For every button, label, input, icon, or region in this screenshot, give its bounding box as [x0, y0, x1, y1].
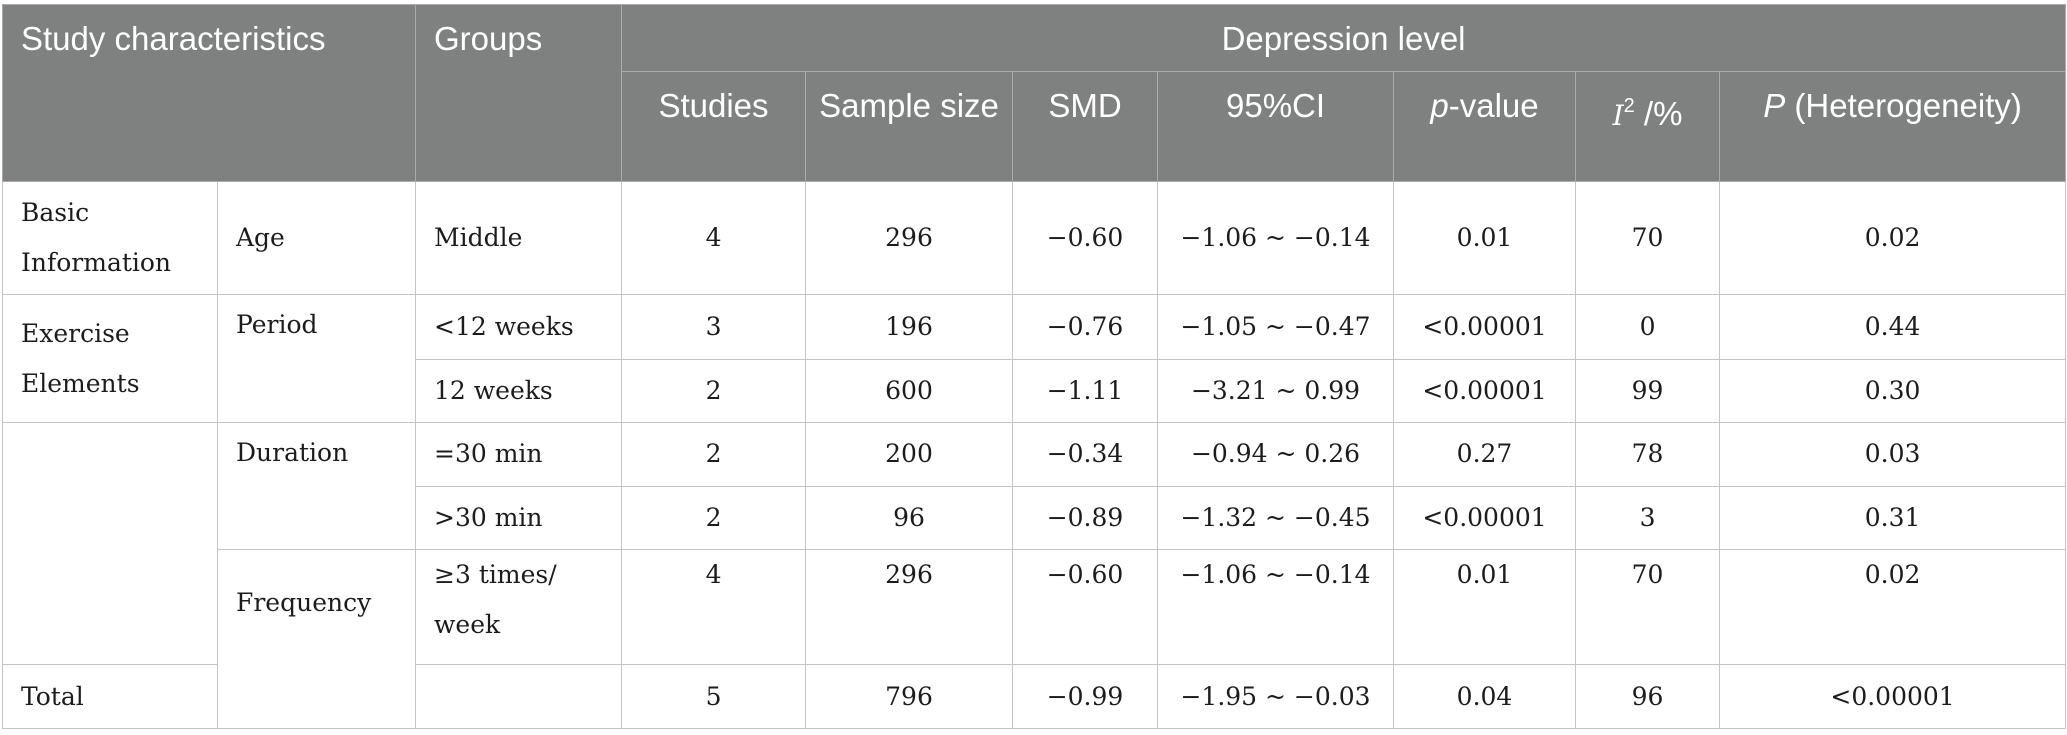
smd-cell: −0.76: [1012, 293, 1159, 360]
studies-cell: 2: [621, 358, 807, 424]
table-row: Exercise Elements Period <12 weeks 3 196…: [2, 293, 2067, 424]
studies-cell: 2: [621, 422, 807, 487]
table-row: Basic Information Age Middle 4 296 −0.60…: [2, 181, 2067, 295]
p-value-cell: 0.04: [1393, 664, 1577, 729]
sample-size-cell: 96: [805, 485, 1014, 551]
p-value-cell: <0.00001: [1393, 293, 1577, 360]
header-groups: Groups: [415, 4, 623, 182]
header-studies: Studies: [621, 71, 807, 182]
i2-cell: 78: [1575, 422, 1721, 487]
sample-size-cell: 600: [805, 358, 1014, 424]
table-header: Study characteristics Groups Depression …: [1, 4, 2067, 182]
sample-size-cell: 196: [805, 293, 1014, 360]
p-value-cell: 0.01: [1393, 181, 1577, 295]
subcategory-period: Period: [216, 293, 417, 424]
table-body: Basic Information Age Middle 4 296 −0.60…: [2, 181, 2067, 729]
smd-cell: −1.11: [1012, 358, 1159, 424]
p-value-cell: <0.00001: [1393, 358, 1577, 424]
header-p-heterogeneity: P (Heterogeneity): [1719, 71, 2067, 182]
smd-cell: −0.60: [1012, 181, 1159, 295]
table-row: 12 weeks 2 600 −1.11 −3.21 ~ 0.99 <0.000…: [3, 358, 2067, 424]
p-het-cell: 0.44: [1719, 293, 2067, 360]
table-row: >30 min 2 96 −0.89 −1.32 ~ −0.45 <0.0000…: [3, 485, 2067, 551]
i2-cell: 3: [1575, 485, 1721, 551]
studies-cell: 2: [621, 485, 807, 551]
table-row: Frequency ≥3 times/ week 4 296 −0.60 −1.…: [3, 549, 2067, 729]
sample-size-cell: 296: [805, 549, 1014, 666]
subcategory-frequency: Frequency: [216, 549, 417, 729]
header-i2: I2 /%: [1575, 71, 1721, 182]
smd-cell: −0.60: [1012, 549, 1159, 666]
studies-cell: 4: [621, 549, 807, 666]
p-het-cell: 0.31: [1719, 485, 2067, 551]
header-i2-rest: /%: [1634, 95, 1683, 132]
p-het-cell: 0.03: [1719, 422, 2067, 487]
group-cell: ≥3 times/ week: [415, 549, 623, 666]
header-p-value-italic: p: [1430, 87, 1449, 124]
table-row: Duration =30 min 2 200 −0.34 −0.94 ~ 0.2…: [2, 422, 2067, 666]
smd-cell: −0.89: [1012, 485, 1159, 551]
ci-cell: −1.05 ~ −0.47: [1157, 293, 1395, 360]
header-smd: SMD: [1012, 71, 1159, 182]
ci-cell: −1.32 ~ −0.45: [1157, 485, 1395, 551]
group-cell: <12 weeks: [415, 293, 623, 360]
header-i2-sup: 2: [1623, 95, 1635, 117]
category-empty: [2, 422, 218, 666]
i2-cell: 0: [1575, 293, 1721, 360]
results-table: Study characteristics Groups Depression …: [1, 4, 2067, 729]
group-cell: >30 min: [415, 485, 623, 551]
header-p-het-italic: P: [1763, 87, 1786, 124]
header-ci: 95%CI: [1157, 71, 1395, 182]
p-het-cell: 0.02: [1719, 549, 2067, 666]
ci-cell: −0.94 ~ 0.26: [1157, 422, 1395, 487]
ci-cell: −3.21 ~ 0.99: [1157, 358, 1395, 424]
group-cell: 12 weeks: [415, 358, 623, 424]
p-het-cell: 0.02: [1719, 181, 2067, 295]
subcategory-age: Age: [216, 181, 417, 295]
table-row: Total 5 796 −0.99 −1.95 ~ −0.03 0.04 96 …: [2, 664, 2067, 729]
group-cell: Middle: [415, 181, 623, 295]
p-het-cell: 0.30: [1719, 358, 2067, 424]
smd-cell: −0.34: [1012, 422, 1159, 487]
p-het-cell: <0.00001: [1719, 664, 2067, 729]
p-value-cell: <0.00001: [1393, 485, 1577, 551]
subcategory-duration: Duration: [216, 422, 417, 551]
sample-size-cell: 296: [805, 181, 1014, 295]
group-cell: =30 min: [415, 422, 623, 487]
category-total: Total: [2, 664, 218, 729]
header-sample-size: Sample size: [805, 71, 1014, 182]
sample-size-cell: 200: [805, 422, 1014, 487]
header-study-characteristics: Study characteristics: [1, 4, 417, 182]
i2-cell: 70: [1575, 549, 1721, 666]
ci-cell: −1.06 ~ −0.14: [1157, 549, 1395, 666]
i2-cell: 99: [1575, 358, 1721, 424]
category-basic-information: Basic Information: [2, 181, 218, 295]
i2-cell: 70: [1575, 181, 1721, 295]
header-p-value-rest: -value: [1448, 87, 1539, 124]
ci-cell: −1.06 ~ −0.14: [1157, 181, 1395, 295]
header-i2-letter: I: [1612, 99, 1624, 132]
p-value-cell: 0.27: [1393, 422, 1577, 487]
smd-cell: −0.99: [1012, 664, 1159, 729]
p-value-cell: 0.01: [1393, 549, 1577, 666]
studies-cell: 4: [621, 181, 807, 295]
ci-cell: −1.95 ~ −0.03: [1157, 664, 1395, 729]
sample-size-cell: 796: [805, 664, 1014, 729]
studies-cell: 3: [621, 293, 807, 360]
header-p-value: p-value: [1393, 71, 1577, 182]
category-exercise-elements: Exercise Elements: [2, 293, 218, 424]
studies-cell: 5: [621, 664, 807, 729]
header-depression-level: Depression level: [621, 4, 2067, 72]
header-p-het-rest: (Heterogeneity): [1785, 87, 2022, 124]
group-cell: [415, 664, 623, 729]
i2-cell: 96: [1575, 664, 1721, 729]
